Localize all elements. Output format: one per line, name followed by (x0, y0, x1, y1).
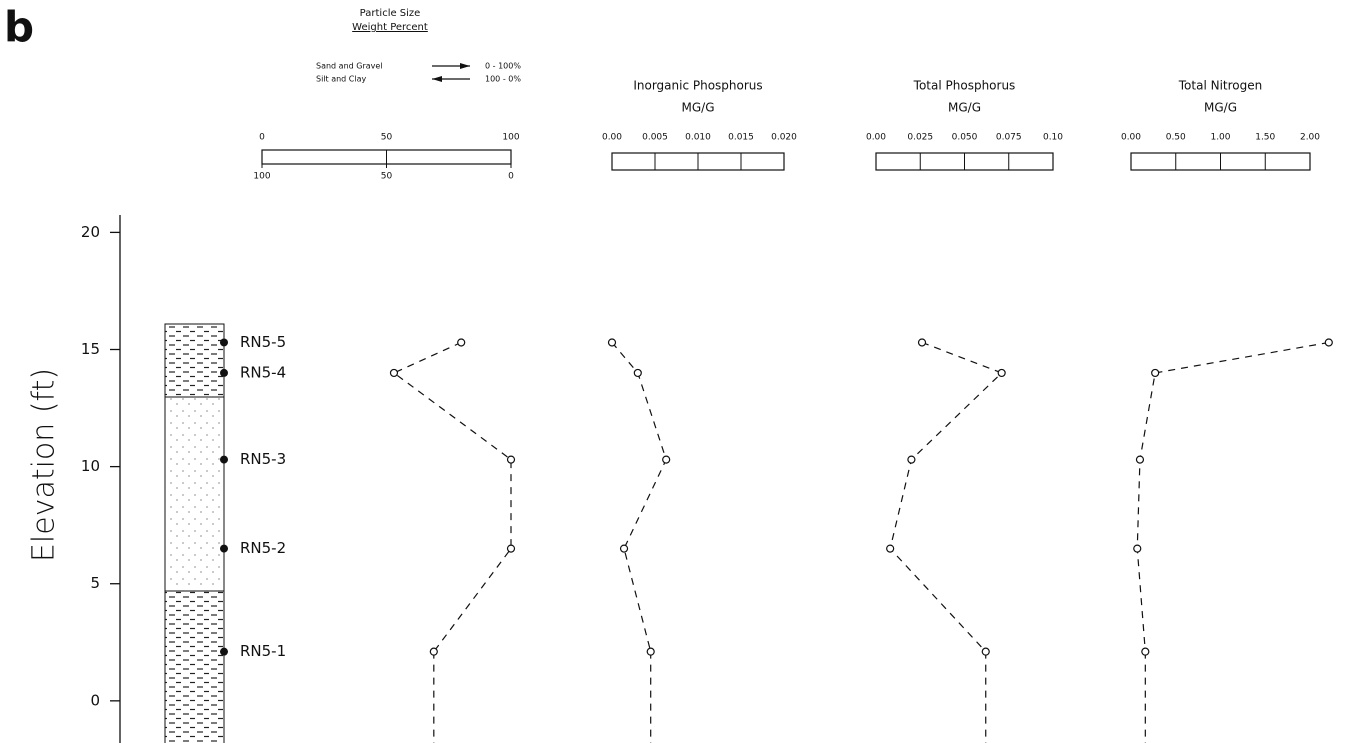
legend-range: 0 - 100% (485, 62, 521, 71)
clay-layer (165, 324, 224, 397)
y-tick-label: 5 (90, 574, 100, 592)
legend-arrowhead (460, 63, 470, 69)
data-point (908, 456, 915, 463)
data-point (621, 545, 628, 552)
x-tick-label: 1.50 (1255, 133, 1275, 143)
x-tick-label: 0.025 (907, 133, 933, 143)
data-point (430, 648, 437, 655)
sample-marker (220, 648, 228, 656)
data-point (982, 648, 989, 655)
x-tick-label: 1.00 (1210, 133, 1230, 143)
x-tick-label: 0.010 (685, 133, 711, 143)
lithology-column (165, 324, 224, 743)
clay-layer (165, 591, 224, 743)
panel-label: b (4, 3, 34, 52)
x-tick-label: 50 (381, 133, 393, 143)
legend-arrowhead (432, 76, 442, 82)
sample-marker (220, 369, 228, 377)
sample-label: RN5-1 (240, 642, 286, 660)
y-axis-label: Elevation (ft) (27, 368, 62, 562)
chart-subtitle: MG/G (682, 101, 715, 115)
chart-title: Inorganic Phosphorus (633, 79, 762, 93)
x-tick-label: 0 (259, 133, 265, 143)
sample-label: RN5-2 (240, 539, 286, 557)
data-point (609, 339, 616, 346)
x2-tick-label: 0 (508, 172, 514, 182)
x-tick-label: 0.00 (1121, 133, 1141, 143)
x2-tick-label: 50 (381, 172, 393, 182)
x-tick-label: 0.00 (602, 133, 622, 143)
y-tick-label: 20 (81, 223, 100, 241)
profile-line (612, 342, 666, 651)
profile-line (1137, 342, 1329, 651)
x-tick-label: 0.00 (866, 133, 886, 143)
sample-label: RN5-5 (240, 333, 286, 351)
profile-line (890, 342, 1002, 651)
legend-label: Silt and Clay (316, 75, 367, 84)
data-point (663, 456, 670, 463)
chart-title: Particle Size (360, 8, 421, 19)
x-tick-label: 0.050 (952, 133, 978, 143)
legend-range: 100 - 0% (485, 75, 521, 84)
x-tick-label: 0.005 (642, 133, 668, 143)
y-tick-label: 0 (90, 691, 100, 709)
sample-label: RN5-4 (240, 363, 286, 381)
data-point (998, 369, 1005, 376)
y-tick-label: 15 (81, 340, 100, 358)
legend-label: Sand and Gravel (316, 62, 383, 71)
sample-marker (220, 456, 228, 464)
sample-marker (220, 338, 228, 346)
chart-title: Total Nitrogen (1178, 79, 1262, 93)
x-tick-label: 0.50 (1166, 133, 1186, 143)
data-point (887, 545, 894, 552)
x-tick-label: 2.00 (1300, 133, 1320, 143)
data-point (634, 369, 641, 376)
data-point (1142, 648, 1149, 655)
sample-marker (220, 545, 228, 553)
x2-tick-label: 100 (253, 172, 270, 182)
x-tick-label: 0.075 (996, 133, 1022, 143)
data-point (1134, 545, 1141, 552)
figure: b Elevation (ft) 0 5 10 15 20 RN5-5 RN5-4 RN5-3… (0, 0, 1346, 743)
data-point (390, 369, 397, 376)
data-point (1136, 456, 1143, 463)
data-point (1325, 339, 1332, 346)
x-tick-label: 100 (502, 133, 519, 143)
data-point (458, 339, 465, 346)
x-tick-label: 0.10 (1043, 133, 1063, 143)
data-point (508, 456, 515, 463)
sample-label: RN5-3 (240, 450, 286, 468)
data-point (508, 545, 515, 552)
chart-subtitle: MG/G (1204, 101, 1237, 115)
y-tick-label: 10 (81, 457, 100, 475)
x-tick-label: 0.015 (728, 133, 754, 143)
profile-line (394, 342, 511, 651)
chart-title: Total Phosphorus (913, 79, 1016, 93)
sand-layer (165, 397, 224, 591)
data-point (647, 648, 654, 655)
x-tick-label: 0.020 (771, 133, 797, 143)
chart-subtitle: Weight Percent (352, 22, 428, 33)
data-point (919, 339, 926, 346)
data-point (1152, 369, 1159, 376)
chart-subtitle: MG/G (948, 101, 981, 115)
